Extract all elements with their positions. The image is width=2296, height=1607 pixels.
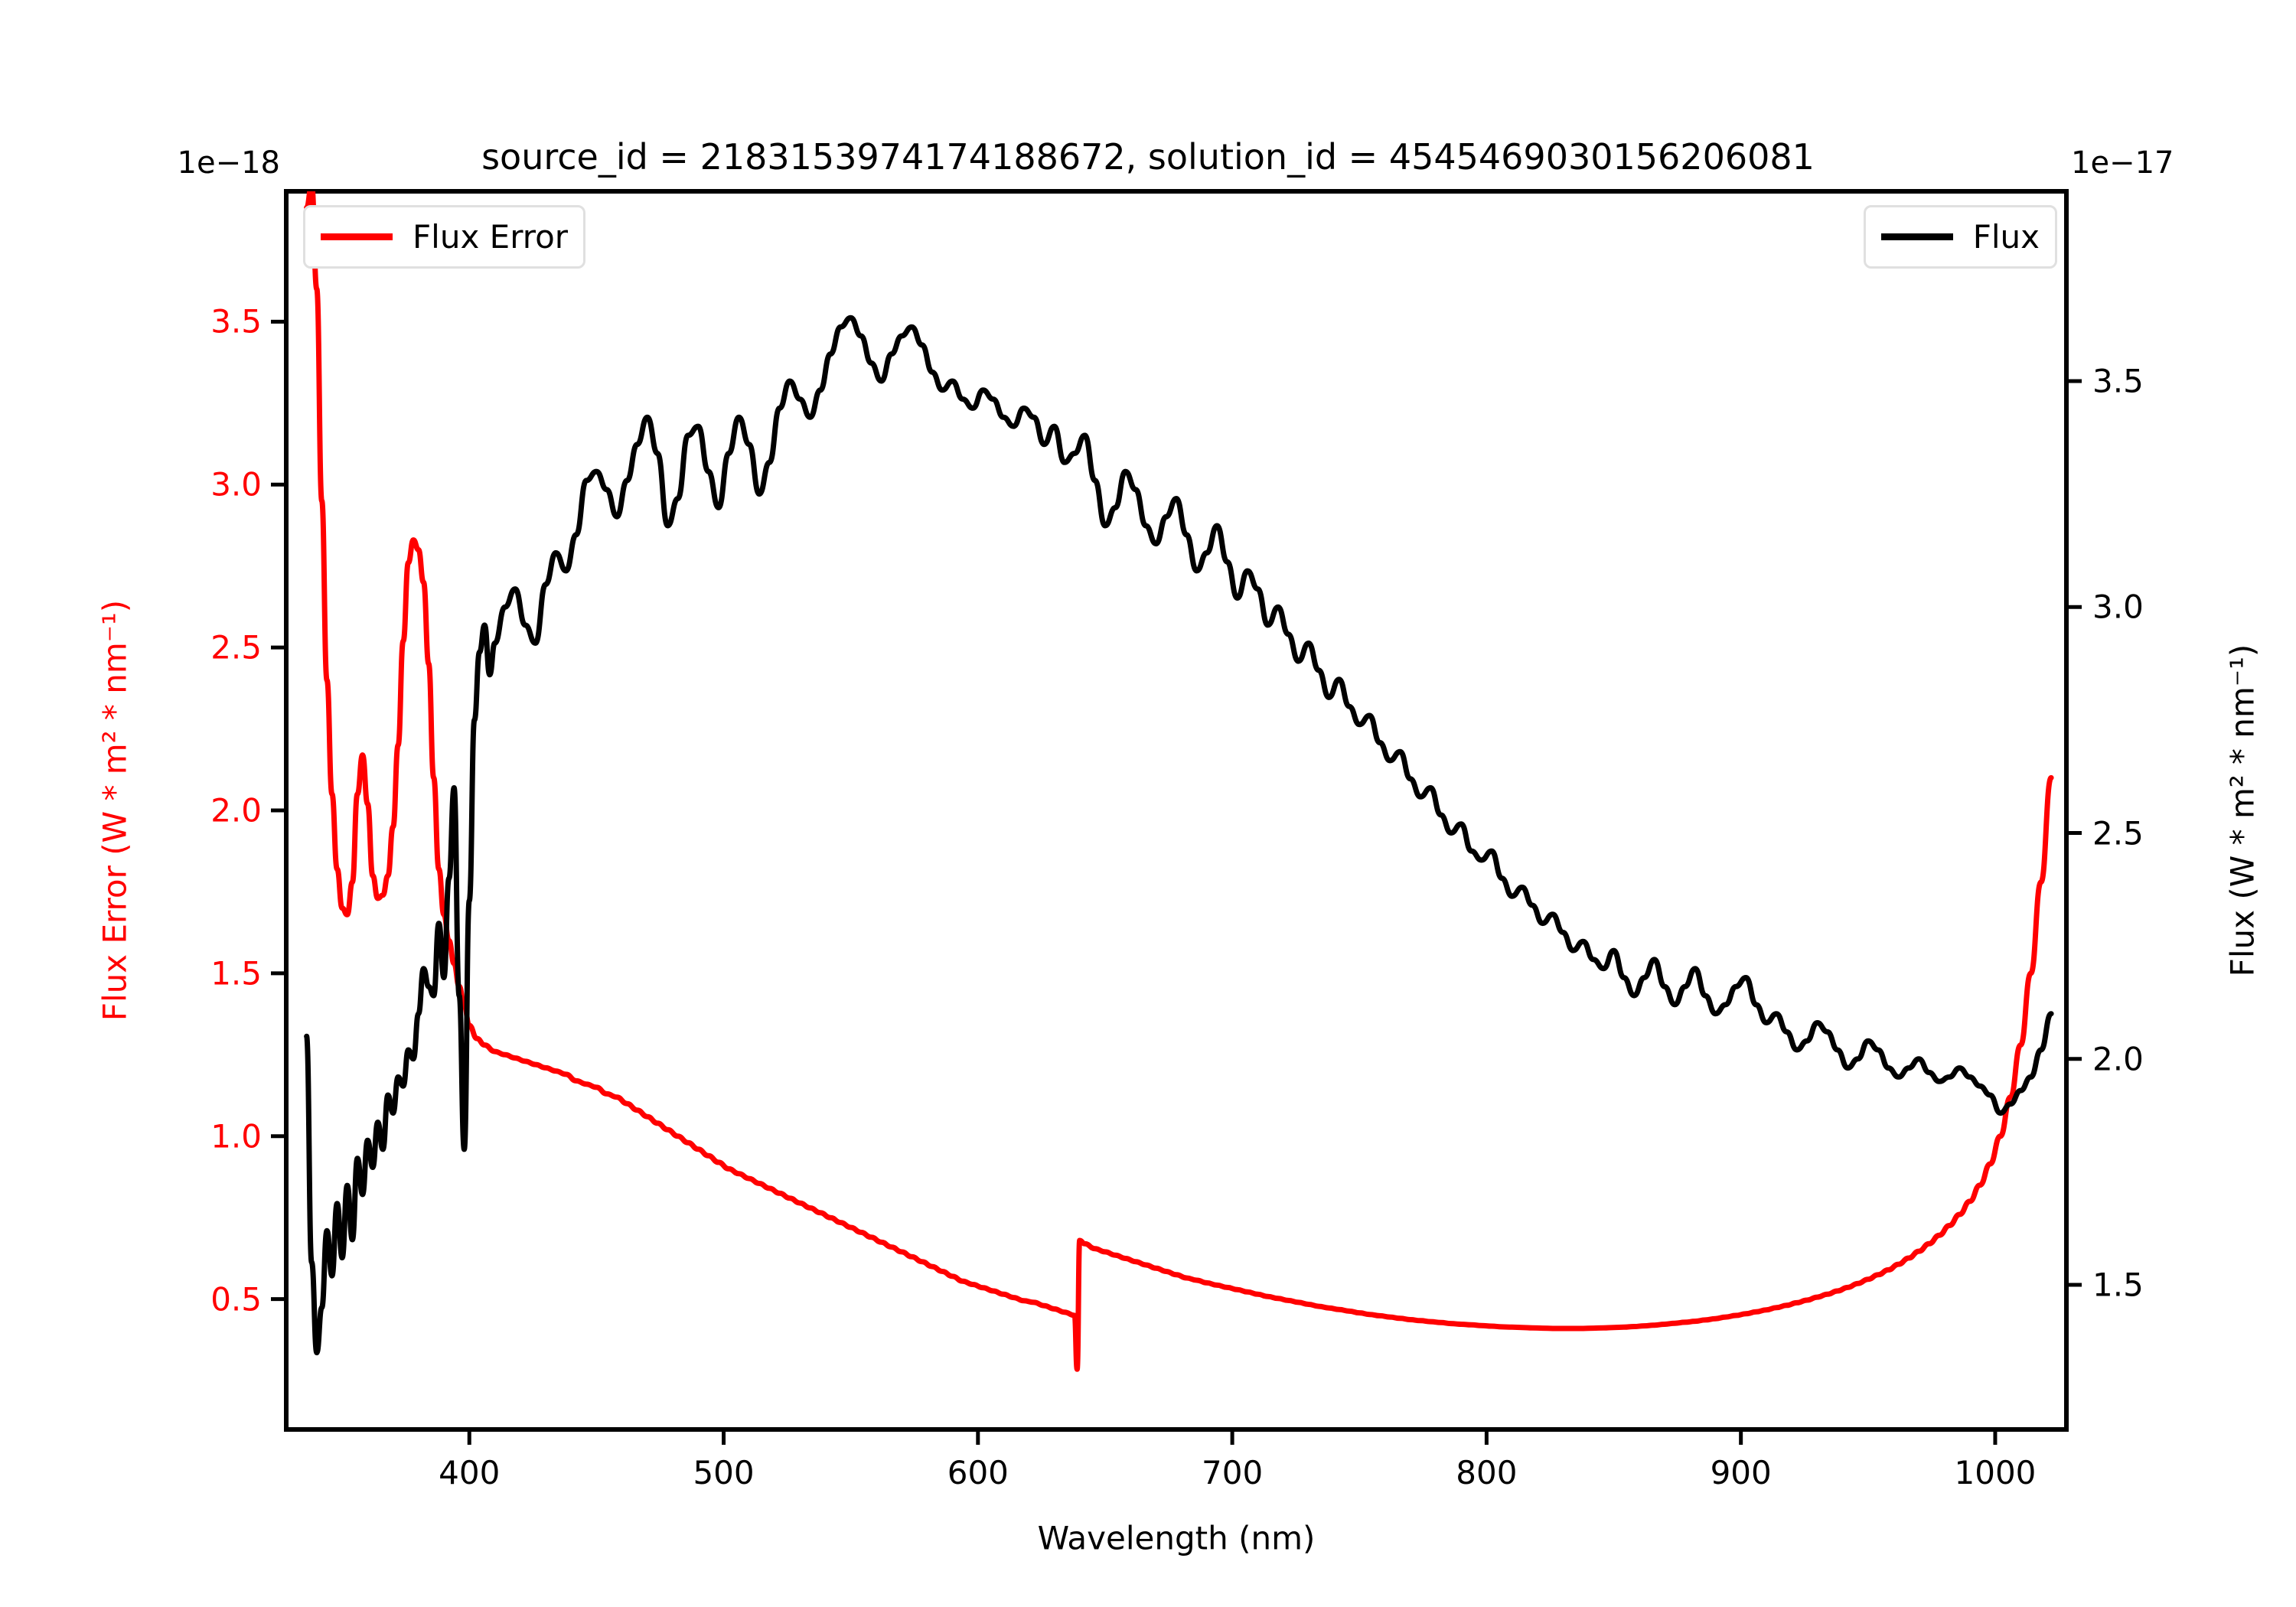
xtick-label: 1000 <box>1954 1454 2037 1491</box>
right-axis-offset-text: 1e−17 <box>2071 145 2174 181</box>
legend-flux[interactable]: Flux <box>1863 205 2057 269</box>
legend-label-flux: Flux <box>1972 218 2040 256</box>
plot-title: source_id = 2183153974174188672, solutio… <box>481 136 1815 178</box>
left-ytick-label: 2.5 <box>210 628 262 667</box>
right-y-axis-label: Flux (W * m² * nm⁻¹) <box>2223 644 2262 977</box>
x-axis-label: Wavelength (nm) <box>1037 1519 1316 1557</box>
left-ytick-label: 3.5 <box>210 302 262 341</box>
axis-ticks <box>271 319 2082 1445</box>
right-ytick-label: 3.5 <box>2092 362 2144 400</box>
xtick-label: 600 <box>947 1454 1009 1491</box>
legend-line-flux-error <box>321 233 393 240</box>
axes-frame <box>284 189 2069 1432</box>
right-ytick-label: 2.0 <box>2092 1040 2144 1078</box>
right-ytick-label: 3.0 <box>2092 588 2144 626</box>
legend-line-flux <box>1880 233 1953 240</box>
series-line-flux-error <box>304 191 2054 1372</box>
left-y-axis-label: Flux Error (W * m² * nm⁻¹) <box>96 599 134 1022</box>
xtick-label: 900 <box>1710 1454 1772 1491</box>
left-ytick-label: 1.0 <box>210 1117 262 1156</box>
left-ytick-label: 0.5 <box>210 1280 262 1319</box>
xtick-label: 700 <box>1202 1454 1264 1491</box>
legend-flux-error[interactable]: Flux Error <box>303 205 586 269</box>
legend-label-flux-error: Flux Error <box>413 218 569 256</box>
right-ytick-label: 2.5 <box>2092 814 2144 852</box>
xtick-label: 500 <box>693 1454 755 1491</box>
series-line-flux <box>304 315 2054 1356</box>
right-ytick-label: 1.5 <box>2092 1266 2144 1304</box>
left-ytick-label: 3.0 <box>210 465 262 504</box>
data-series-group <box>304 191 2054 1372</box>
xtick-label: 800 <box>1456 1454 1518 1491</box>
left-ytick-label: 1.5 <box>210 954 262 993</box>
left-axis-offset-text: 1e−18 <box>177 145 280 181</box>
xtick-label: 400 <box>439 1454 501 1491</box>
left-ytick-label: 2.0 <box>210 791 262 830</box>
